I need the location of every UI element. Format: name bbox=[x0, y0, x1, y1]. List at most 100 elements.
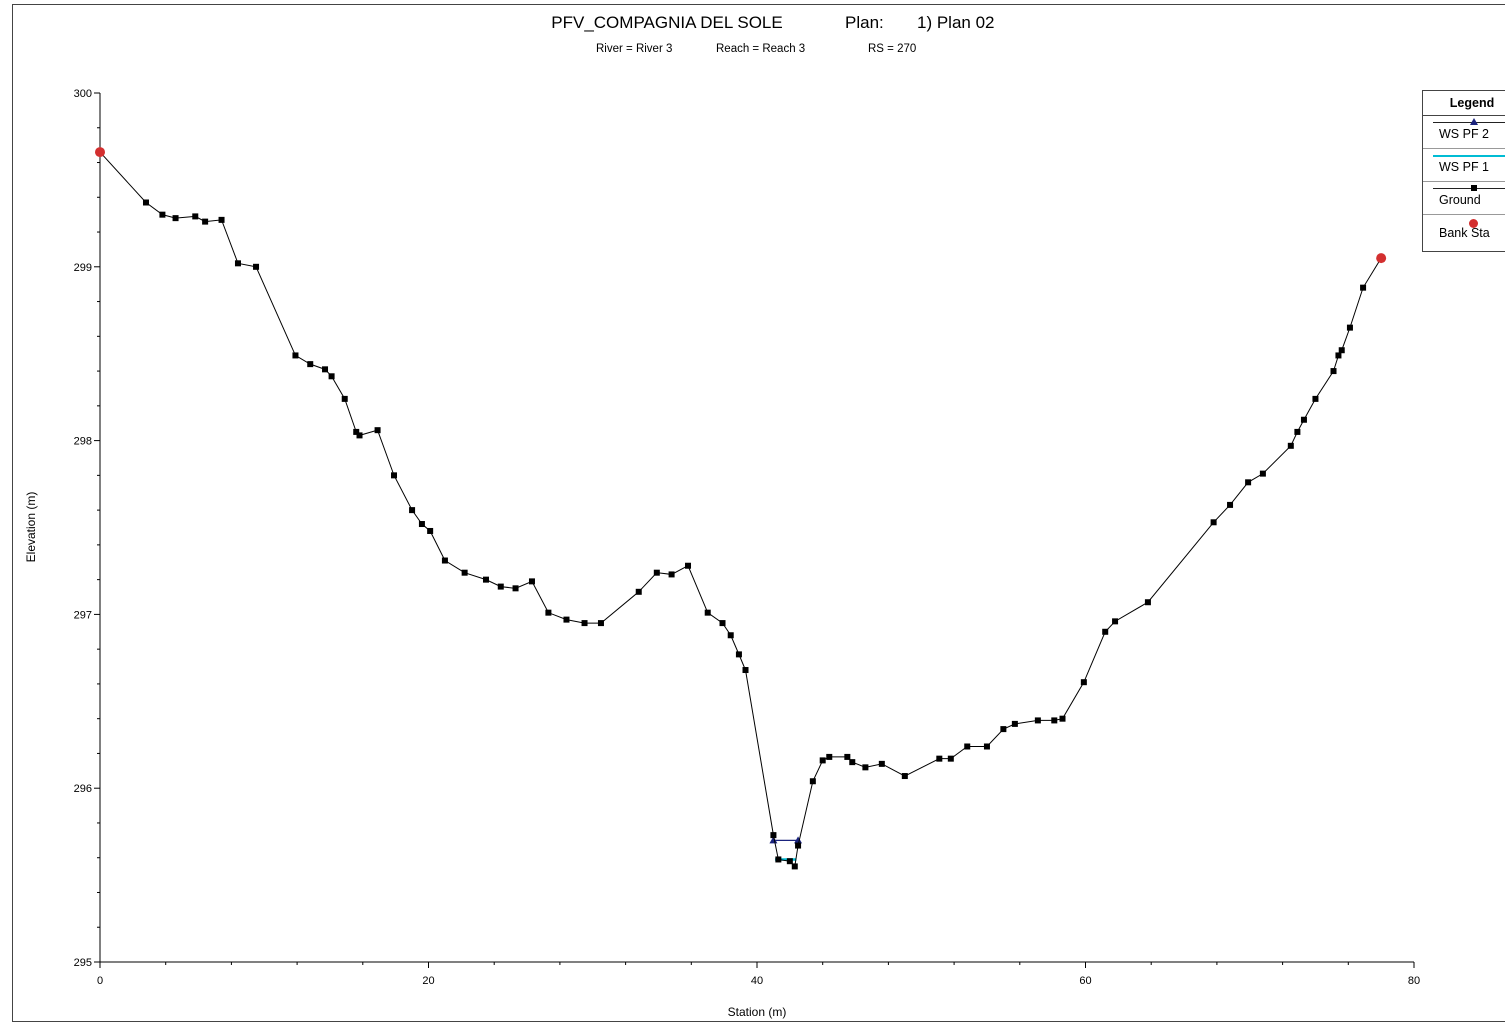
subtitle-reach: Reach = Reach 3 bbox=[716, 43, 805, 55]
plan-value: 1) Plan 02 bbox=[917, 13, 995, 32]
point-ground-38 bbox=[735, 651, 742, 658]
legend-item-ground: Ground bbox=[1423, 182, 1505, 215]
point-ground-75 bbox=[1335, 352, 1342, 359]
point-ground-69 bbox=[1259, 470, 1266, 477]
point-ground-19 bbox=[418, 521, 425, 528]
point-ground-25 bbox=[512, 585, 519, 592]
legend-label-ws-pf-2: WS PF 2 bbox=[1439, 127, 1490, 141]
point-ground-71 bbox=[1294, 428, 1301, 435]
legend-label-bank-sta: Bank Sta bbox=[1439, 226, 1490, 240]
point-ground-44 bbox=[795, 842, 802, 849]
point-ground-37 bbox=[727, 632, 734, 639]
point-ground-21 bbox=[441, 557, 448, 564]
point-ground-24 bbox=[497, 583, 504, 590]
point-ground-78 bbox=[1360, 284, 1367, 291]
point-ground-15 bbox=[356, 432, 363, 439]
plan-label: Plan: bbox=[845, 13, 884, 32]
point-ground-66 bbox=[1210, 519, 1217, 526]
point-ground-6 bbox=[218, 216, 225, 223]
point-ground-50 bbox=[862, 764, 869, 771]
legend-item-ws-pf-2: WS PF 2 bbox=[1423, 116, 1505, 149]
point-ground-67 bbox=[1227, 501, 1234, 508]
chart-frame bbox=[12, 4, 1505, 1022]
point-ground-65 bbox=[1144, 599, 1151, 606]
point-ground-32 bbox=[653, 569, 660, 576]
point-ground-58 bbox=[1011, 720, 1018, 727]
point-ground-8 bbox=[253, 263, 260, 270]
y-tick-label-297: 297 bbox=[74, 609, 92, 621]
point-ground-3 bbox=[172, 215, 179, 222]
point-ground-63 bbox=[1102, 628, 1109, 635]
y-tick-label-300: 300 bbox=[74, 88, 92, 100]
point-ground-29 bbox=[581, 620, 588, 627]
point-ground-57 bbox=[1000, 726, 1007, 733]
point-ground-14 bbox=[353, 428, 360, 435]
point-ground-76 bbox=[1338, 347, 1345, 354]
point-ground-49 bbox=[849, 759, 856, 766]
point-ground-39 bbox=[742, 667, 749, 674]
legend-label-ground: Ground bbox=[1439, 193, 1481, 207]
point-ground-59 bbox=[1034, 717, 1041, 724]
legend-item-ws-pf-1: WS PF 1 bbox=[1423, 149, 1505, 182]
point-ws-pf-2-1 bbox=[794, 836, 803, 844]
point-ground-52 bbox=[901, 773, 908, 780]
point-ground-74 bbox=[1330, 368, 1337, 375]
point-ground-16 bbox=[374, 427, 381, 434]
point-ground-11 bbox=[322, 366, 329, 373]
point-ground-73 bbox=[1312, 395, 1319, 402]
y-axis-title: Elevation (m) bbox=[24, 492, 38, 563]
point-ground-2 bbox=[159, 211, 166, 218]
subtitle-rs: RS = 270 bbox=[868, 43, 916, 55]
legend-label-ws-pf-1: WS PF 1 bbox=[1439, 160, 1490, 174]
point-ground-45 bbox=[809, 778, 816, 785]
point-ground-10 bbox=[307, 361, 314, 368]
point-bank-sta-0 bbox=[95, 147, 105, 158]
point-ground-42 bbox=[786, 858, 793, 865]
x-axis-title: Station (m) bbox=[728, 1005, 787, 1019]
point-ground-13 bbox=[341, 395, 348, 402]
point-ground-51 bbox=[878, 760, 885, 767]
legend-item-bank-sta: Bank Sta bbox=[1423, 215, 1505, 247]
point-ground-30 bbox=[597, 620, 604, 627]
point-ground-70 bbox=[1287, 442, 1294, 449]
point-ground-47 bbox=[826, 753, 833, 760]
x-tick-label-40: 40 bbox=[751, 975, 763, 987]
point-ground-61 bbox=[1059, 715, 1066, 722]
x-tick-label-80: 80 bbox=[1408, 975, 1420, 987]
point-ground-46 bbox=[819, 757, 826, 764]
point-bank-sta-1 bbox=[1376, 253, 1387, 264]
axes: 295 296 297 298 299 300 0 20 40 60 80 bbox=[74, 88, 1420, 987]
x-tick-label-0: 0 bbox=[97, 975, 103, 987]
legend-title: Legend bbox=[1423, 91, 1505, 116]
point-ground-7 bbox=[234, 260, 241, 267]
legend: Legend WS PF 2 WS PF 1 Ground Bank Sta bbox=[1422, 90, 1505, 252]
point-ground-53 bbox=[936, 755, 943, 762]
chart-title: PFV_COMPAGNIA DEL SOLE bbox=[551, 13, 782, 32]
point-ground-1 bbox=[142, 199, 149, 206]
point-ws-pf-2-0 bbox=[769, 836, 778, 844]
point-ground-40 bbox=[770, 832, 777, 839]
point-ground-55 bbox=[964, 743, 971, 750]
point-ground-20 bbox=[427, 527, 434, 534]
point-ground-54 bbox=[947, 755, 954, 762]
point-ground-5 bbox=[202, 218, 209, 225]
point-ground-48 bbox=[844, 753, 851, 760]
point-ground-56 bbox=[983, 743, 990, 750]
y-tick-label-296: 296 bbox=[74, 783, 92, 795]
point-ground-41 bbox=[775, 856, 782, 863]
point-ground-68 bbox=[1245, 479, 1252, 486]
point-ground-23 bbox=[482, 576, 489, 583]
point-ground-31 bbox=[635, 588, 642, 595]
point-ground-60 bbox=[1051, 717, 1058, 724]
point-ground-62 bbox=[1080, 679, 1087, 686]
series-line-ground bbox=[99, 151, 1382, 868]
point-ground-43 bbox=[791, 863, 798, 870]
plot-series bbox=[95, 147, 1387, 870]
point-ground-26 bbox=[528, 578, 535, 585]
point-ground-72 bbox=[1300, 416, 1307, 423]
x-tick-label-20: 20 bbox=[422, 975, 434, 987]
point-ground-28 bbox=[563, 616, 570, 623]
y-tick-label-299: 299 bbox=[74, 262, 92, 274]
point-ground-12 bbox=[328, 373, 335, 380]
